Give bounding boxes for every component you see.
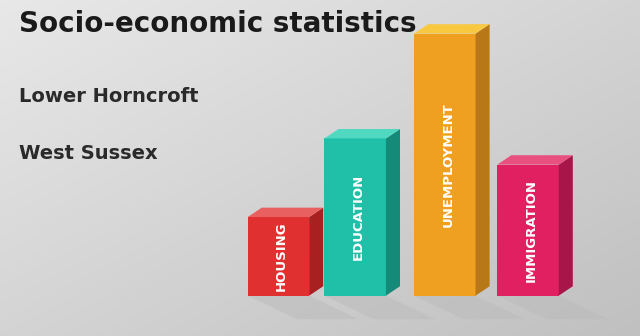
Polygon shape: [248, 208, 323, 217]
Polygon shape: [248, 217, 309, 296]
Polygon shape: [414, 34, 476, 296]
Text: HOUSING: HOUSING: [275, 221, 288, 291]
Polygon shape: [324, 129, 400, 138]
Polygon shape: [386, 129, 400, 296]
Polygon shape: [497, 165, 559, 296]
Polygon shape: [497, 296, 608, 319]
Text: West Sussex: West Sussex: [19, 144, 158, 164]
Text: EDUCATION: EDUCATION: [352, 174, 365, 260]
Polygon shape: [309, 208, 323, 296]
Polygon shape: [248, 296, 358, 319]
Polygon shape: [414, 296, 525, 319]
Polygon shape: [559, 155, 573, 296]
Polygon shape: [324, 138, 386, 296]
Polygon shape: [414, 24, 490, 34]
Polygon shape: [497, 155, 573, 165]
Text: Lower Horncroft: Lower Horncroft: [19, 87, 198, 107]
Polygon shape: [324, 296, 435, 319]
Text: Socio-economic statistics: Socio-economic statistics: [19, 10, 417, 38]
Text: IMMIGRATION: IMMIGRATION: [525, 179, 538, 282]
Text: UNEMPLOYMENT: UNEMPLOYMENT: [442, 102, 454, 227]
Polygon shape: [476, 24, 490, 296]
